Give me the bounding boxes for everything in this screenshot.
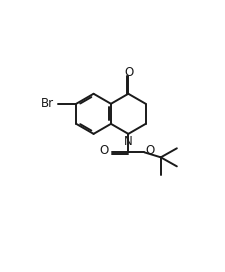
Text: O: O <box>125 66 134 79</box>
Text: N: N <box>124 135 133 148</box>
Text: Br: Br <box>41 97 54 110</box>
Text: O: O <box>145 144 155 157</box>
Text: O: O <box>99 144 108 157</box>
